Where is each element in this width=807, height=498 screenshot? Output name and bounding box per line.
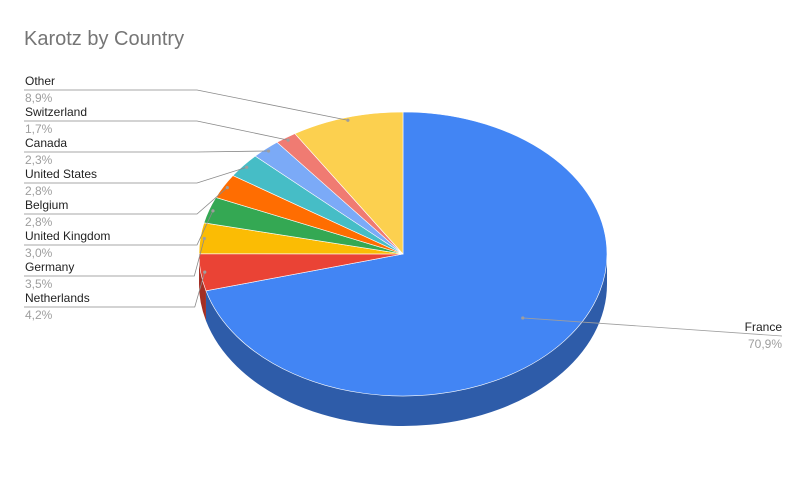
- slice-name: United States: [25, 167, 97, 181]
- leader-dot: [225, 185, 229, 190]
- leader-line: [24, 150, 269, 153]
- slice-label-france: France 70,9%: [521, 316, 782, 351]
- slice-name: Germany: [25, 260, 74, 274]
- slice-percent: 2,3%: [25, 153, 53, 167]
- slice-label-united-kingdom: United Kingdom 3,0%: [24, 209, 215, 260]
- leader-line: [522, 317, 783, 337]
- slice-name: Netherlands: [25, 291, 90, 305]
- slice-label-switzerland: Switzerland 1,7%: [24, 105, 290, 142]
- slice-label-netherlands: Netherlands 4,2%: [24, 270, 207, 322]
- slice-label-canada: Canada 2,3%: [24, 136, 271, 167]
- slice-label-other: Other 8,9%: [24, 74, 350, 122]
- chart-title: Karotz by Country: [24, 28, 184, 50]
- pie-sides: [199, 254, 607, 426]
- leader-line: [24, 166, 247, 184]
- slice-name: Belgium: [25, 198, 68, 212]
- leader-dot: [521, 316, 525, 320]
- slice-percent: 3,0%: [25, 246, 53, 260]
- leader-dot: [211, 209, 215, 213]
- leader-dot: [286, 138, 290, 142]
- slice-name: Other: [25, 74, 55, 88]
- slice-percent: 1,7%: [25, 122, 53, 136]
- leader-dot: [202, 236, 206, 241]
- leader-dot: [203, 270, 207, 274]
- slice-side-netherlands: [199, 254, 206, 321]
- leader-line: [24, 238, 205, 277]
- leader-dot: [266, 149, 271, 153]
- slice-label-united-states: United States 2,8%: [24, 165, 249, 198]
- slice-percent: 4,2%: [25, 308, 53, 322]
- slice-france: [205, 111, 608, 397]
- leader-line: [24, 187, 228, 215]
- slice-percent: 70,9%: [748, 337, 782, 351]
- leader-dot: [346, 118, 350, 122]
- leader-dot: [245, 165, 249, 169]
- slice-labels: France 70,9% Netherlands 4,2% Germany 3,5% Uni…: [24, 74, 782, 351]
- slice-name: France: [745, 320, 783, 334]
- slice-percent: 8,9%: [25, 91, 53, 105]
- slice-other: [294, 111, 404, 255]
- leader-line: [24, 89, 348, 121]
- slice-percent: 3,5%: [25, 277, 53, 291]
- leader-line: [24, 271, 206, 308]
- slice-label-germany: Germany 3,5%: [24, 236, 206, 291]
- pie-slices: [198, 111, 608, 397]
- slice-name: Canada: [25, 136, 67, 150]
- slice-side-france: [205, 254, 607, 426]
- slice-percent: 2,8%: [25, 215, 53, 229]
- leader-line: [24, 210, 214, 246]
- slice-name: Switzerland: [25, 105, 87, 119]
- slice-name: United Kingdom: [25, 229, 110, 243]
- leader-line: [24, 120, 289, 141]
- slice-percent: 2,8%: [25, 184, 53, 198]
